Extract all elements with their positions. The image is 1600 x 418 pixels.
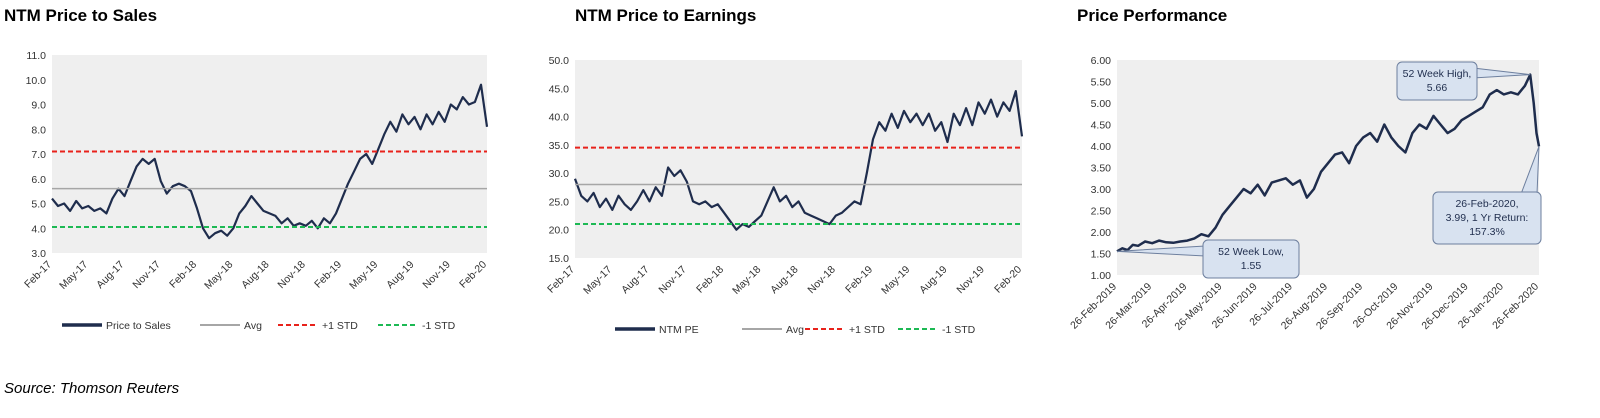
plot-area <box>52 55 487 253</box>
y-tick-label: 3.50 <box>1091 163 1112 175</box>
y-tick-label: 11.0 <box>26 50 46 62</box>
chart-price-performance: Price Performance 1.00 1.50 2.00 2.50 3.00 3.… <box>1050 0 1600 360</box>
series-line-price <box>1116 73 1541 253</box>
callout-box <box>1432 191 1542 245</box>
y-tick-label: 30.0 <box>549 168 570 180</box>
callout-text: 3.99, 1 Yr Return: <box>1446 212 1529 224</box>
chart-title: Price Performance <box>1077 6 1228 25</box>
x-tick-label: Nov-17 <box>130 259 163 292</box>
x-tick-label: Feb-19 <box>843 264 875 296</box>
x-tick-label: Nov-17 <box>656 264 689 297</box>
y-tick-label: 40.0 <box>549 112 570 124</box>
callout-text: 5.66 <box>1427 82 1448 94</box>
y-tick-label: 5.00 <box>1091 98 1112 110</box>
x-tick-label: Feb-18 <box>167 259 199 291</box>
plot-area <box>575 60 1022 258</box>
x-tick-label: May-19 <box>347 259 380 292</box>
x-tick-label: Feb-17 <box>22 259 54 291</box>
y-tick-label: 4.50 <box>1091 120 1112 132</box>
y-tick-label: 8.0 <box>31 124 46 136</box>
callout-text: 52 Week High, <box>1403 68 1472 80</box>
y-tick-label: 9.0 <box>31 100 46 112</box>
chart-title: NTM Price to Sales <box>4 6 158 25</box>
x-tick-label: Aug-17 <box>94 259 127 292</box>
x-tick-label: Feb-19 <box>312 259 344 291</box>
y-tick-label: 6.0 <box>31 174 46 186</box>
callout-text: 26-Feb-2020, <box>1455 198 1518 210</box>
x-tick-label: Aug-18 <box>239 259 272 292</box>
y-tick-label: 5.50 <box>1091 77 1112 89</box>
x-tick-label: May-18 <box>202 259 235 292</box>
legend-label: -1 STD <box>942 324 976 336</box>
y-tick-label: 2.00 <box>1091 227 1112 239</box>
callout-box <box>1202 239 1300 279</box>
series-line-price-to-sales <box>51 83 489 240</box>
legend-label: Avg <box>786 324 804 336</box>
x-tick-label: Feb-20 <box>457 259 489 291</box>
callout-text: 52 Week Low, <box>1218 246 1284 258</box>
y-tick-label: 1.00 <box>1091 270 1112 282</box>
chart-title: NTM Price to Earnings <box>575 6 757 25</box>
x-tick-label: Feb-20 <box>992 264 1024 296</box>
callout-text: 1.55 <box>1241 260 1262 272</box>
x-tick-label: Nov-19 <box>954 264 987 297</box>
legend-label: +1 STD <box>849 324 885 336</box>
y-tick-label: 50.0 <box>549 55 570 67</box>
y-tick-label: 10.0 <box>26 75 47 87</box>
series-line-ntm-pe <box>573 90 1024 231</box>
y-tick-label: 15.0 <box>549 253 570 265</box>
x-tick-label: May-17 <box>57 259 90 292</box>
legend-label: NTM PE <box>659 324 699 336</box>
x-tick-label: May-19 <box>879 264 912 297</box>
x-tick-label: Aug-19 <box>917 264 950 297</box>
x-tick-label: May-17 <box>581 264 614 297</box>
chart-price-to-sales: NTM Price to Sales 3.0 4.0 5.0 6.0 7.0 8.0 9.0… <box>0 0 520 360</box>
x-tick-label: Aug-17 <box>619 264 652 297</box>
callout-text: 157.3% <box>1469 226 1505 238</box>
x-tick-label: Aug-18 <box>768 264 801 297</box>
legend-label: Price to Sales <box>106 320 171 332</box>
y-tick-label: 4.00 <box>1091 141 1112 153</box>
legend-label: +1 STD <box>322 320 358 332</box>
y-tick-label: 25.0 <box>549 196 570 208</box>
x-tick-label: Feb-18 <box>694 264 726 296</box>
y-tick-label: 4.0 <box>31 223 46 235</box>
y-tick-label: 3.0 <box>31 248 46 260</box>
source-note: Source: Thomson Reuters <box>4 380 180 397</box>
callout-box <box>1396 61 1478 101</box>
legend-label: Avg <box>244 320 262 332</box>
y-tick-label: 3.00 <box>1091 184 1112 196</box>
y-tick-label: 7.0 <box>31 149 46 161</box>
y-tick-label: 1.50 <box>1091 249 1112 261</box>
y-tick-label: 20.0 <box>549 225 570 237</box>
x-tick-label: May-18 <box>730 264 763 297</box>
y-tick-label: 5.0 <box>31 199 46 211</box>
x-tick-label: Aug-19 <box>384 259 417 292</box>
y-tick-label: 35.0 <box>549 140 570 152</box>
chart-price-to-earnings: NTM Price to Earnings 15.0 20.0 25.0 30.0 35… <box>520 0 1050 360</box>
x-tick-label: Nov-18 <box>275 259 308 292</box>
y-tick-label: 2.50 <box>1091 206 1112 218</box>
chart-svg-price-performance: 1.00 1.50 2.00 2.50 3.00 3.50 4.00 4.50 5.00 5.50… <box>1068 55 1542 333</box>
x-tick-label: Nov-19 <box>420 259 453 292</box>
y-tick-label: 45.0 <box>549 83 570 95</box>
y-tick-label: 6.00 <box>1091 55 1112 67</box>
x-tick-label: Feb-17 <box>545 264 577 296</box>
legend-label: -1 STD <box>422 320 456 332</box>
x-tick-label: Nov-18 <box>805 264 838 297</box>
